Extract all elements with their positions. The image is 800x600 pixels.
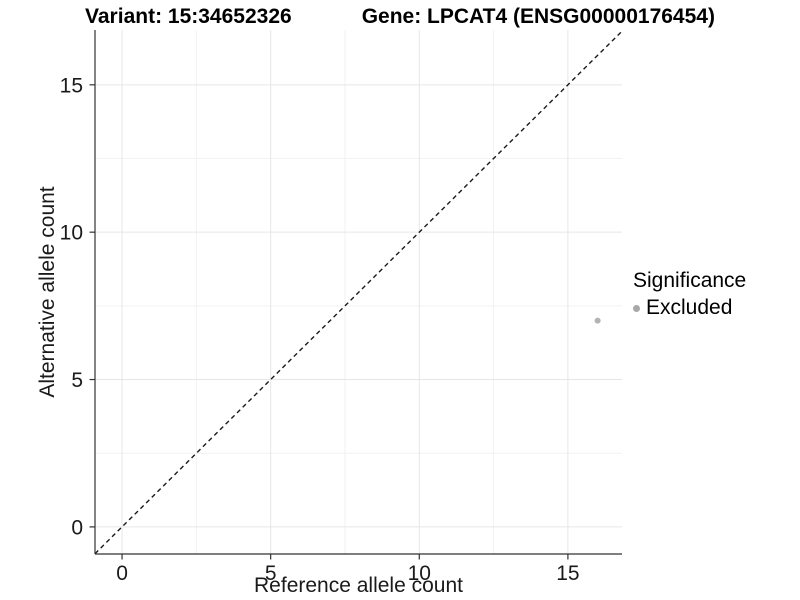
identity-line [94, 30, 623, 555]
legend-point-icon [633, 304, 640, 312]
legend: Significance Excluded [633, 269, 746, 320]
variant-title: Variant: 15:34652326 [85, 5, 292, 28]
x-axis-title: Reference allele count [254, 574, 463, 597]
legend-item-excluded: Excluded [633, 296, 746, 320]
x-tick-label: 15 [556, 562, 579, 585]
x-tick-label: 10 [408, 562, 431, 585]
x-tick-label: 5 [265, 562, 277, 585]
legend-item-label: Excluded [646, 296, 733, 319]
legend-title: Significance [633, 269, 747, 292]
y-tick-label: 10 [60, 222, 83, 245]
gene-title: Gene: LPCAT4 (ENSG00000176454) [361, 5, 715, 28]
y-tick-label: 0 [71, 516, 83, 539]
y-axis-title: Alternative allele count [36, 186, 59, 398]
data-point [594, 317, 601, 324]
y-tick-label: 5 [71, 369, 83, 392]
y-tick-label: 15 [60, 74, 83, 97]
plot-title: Variant: 15:34652326 Gene: LPCAT4 (ENSG0… [0, 5, 800, 29]
x-tick-label: 0 [116, 562, 128, 585]
